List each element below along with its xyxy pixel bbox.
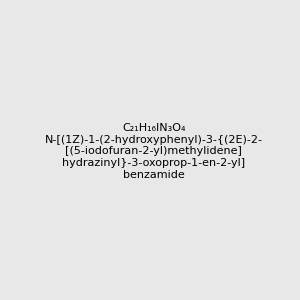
Text: C₂₁H₁₆IN₃O₄
N-[(1Z)-1-(2-hydroxyphenyl)-3-{(2E)-2-
[(5-iodofuran-2-yl)methyliden: C₂₁H₁₆IN₃O₄ N-[(1Z)-1-(2-hydroxyphenyl)-… <box>45 123 263 180</box>
